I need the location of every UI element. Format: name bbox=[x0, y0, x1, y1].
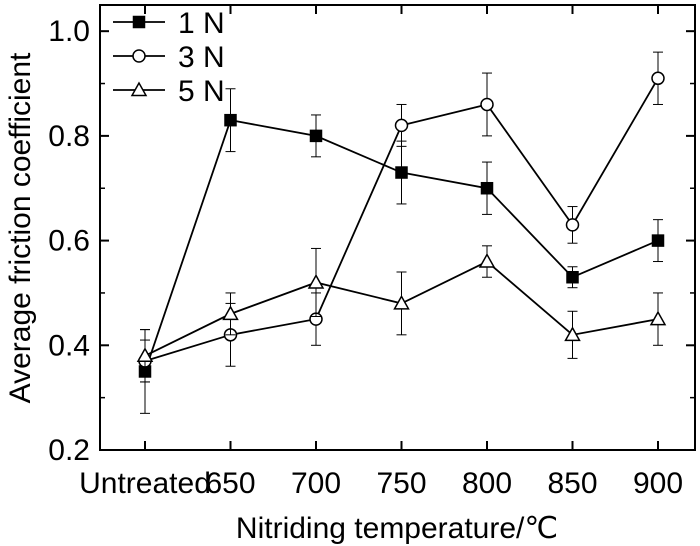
x-tick-label: 850 bbox=[547, 467, 597, 500]
marker-square bbox=[224, 113, 237, 127]
legend-label: 5 N bbox=[178, 75, 225, 108]
marker-triangle bbox=[393, 294, 410, 310]
y-tick-label: 0.6 bbox=[48, 225, 90, 258]
y-tick-label: 1.0 bbox=[48, 15, 90, 48]
marker-triangle bbox=[222, 305, 239, 321]
marker-triangle bbox=[136, 347, 154, 363]
marker-square bbox=[309, 129, 323, 143]
marker-circle bbox=[394, 118, 409, 133]
legend-label: 3 N bbox=[178, 41, 225, 74]
y-tick-label: 0.2 bbox=[48, 434, 90, 467]
marker-triangle bbox=[649, 310, 667, 326]
marker-circle bbox=[565, 218, 580, 232]
y-tick-label: 0.8 bbox=[48, 120, 90, 153]
marker-triangle bbox=[307, 273, 325, 289]
marker-square bbox=[651, 234, 665, 247]
x-tick-label: 650 bbox=[205, 467, 255, 500]
series-5n bbox=[136, 245, 667, 383]
y-axis: 0.2 0.4 0.6 0.8 1.0 bbox=[48, 15, 695, 467]
y-axis-title: Average friction coefficient bbox=[4, 52, 37, 403]
marker-square bbox=[566, 270, 579, 284]
x-tick-label: 900 bbox=[633, 467, 683, 500]
marker-square bbox=[132, 15, 146, 29]
x-tick-label: 750 bbox=[376, 467, 426, 500]
x-tick-label: 700 bbox=[291, 467, 341, 500]
marker-triangle bbox=[478, 252, 496, 268]
series-layer bbox=[136, 51, 667, 414]
plot-frame bbox=[99, 4, 696, 451]
marker-circle bbox=[480, 97, 494, 112]
x-tick-label: 800 bbox=[462, 467, 512, 500]
marker-triangle bbox=[130, 81, 148, 97]
marker-circle bbox=[651, 71, 665, 86]
y-tick-label: 0.4 bbox=[48, 329, 90, 362]
marker-circle bbox=[132, 49, 146, 63]
marker-square bbox=[480, 181, 494, 195]
marker-triangle bbox=[564, 326, 581, 342]
x-tick-label: Untreated bbox=[79, 467, 211, 500]
x-axis-title: Nitriding temperature/℃ bbox=[236, 512, 558, 545]
legend: 1 N3 N5 N bbox=[113, 7, 225, 108]
marker-square bbox=[395, 166, 408, 179]
legend-label: 1 N bbox=[178, 7, 225, 40]
